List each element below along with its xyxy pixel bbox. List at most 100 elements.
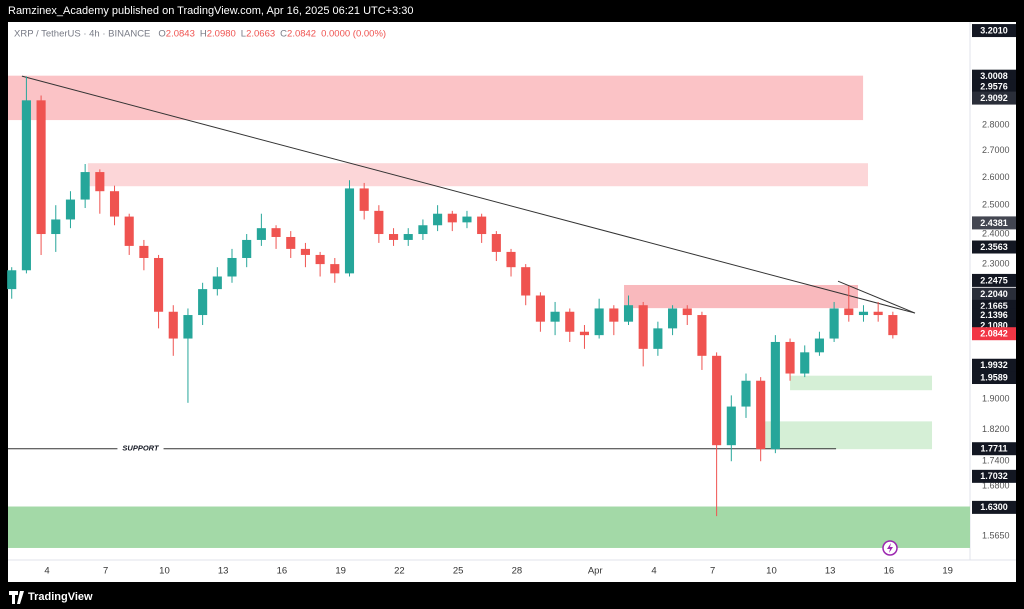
candle-body — [785, 341, 795, 374]
candle-body — [183, 315, 193, 339]
price-label-box — [972, 216, 1016, 230]
candle-body — [139, 245, 149, 258]
candle-body — [712, 355, 722, 446]
x-tick-label: 13 — [218, 566, 229, 577]
candle-body — [535, 295, 545, 322]
price-label: 2.4381 — [980, 218, 1008, 228]
candle-body — [447, 213, 457, 223]
price-label: 1.7032 — [980, 471, 1008, 481]
ohlc-label: L — [241, 29, 246, 40]
candle-body — [286, 236, 296, 249]
x-tick-label: 28 — [512, 566, 523, 577]
candle-body — [800, 352, 810, 374]
candle-body — [374, 210, 384, 235]
x-tick-label: 16 — [277, 566, 288, 577]
price-label: 1.6300 — [980, 502, 1008, 512]
y-tick-label: 2.3000 — [982, 258, 1010, 268]
price-label: 2.1396 — [980, 310, 1008, 320]
candle-body — [154, 257, 164, 312]
x-tick-label: 13 — [825, 566, 836, 577]
price-label-box — [972, 69, 1016, 83]
price-label-box — [972, 500, 1016, 514]
price-label-box — [972, 79, 1016, 93]
candle-body — [653, 328, 663, 349]
x-tick-label: 4 — [651, 566, 656, 577]
price-label: 1.7711 — [980, 444, 1007, 454]
ohlc-value: 2.0663 — [246, 29, 275, 40]
candle-body — [521, 267, 531, 296]
legend: XRP / TetherUS · 4h · BINANCE O 2.0843 H 2.… — [14, 29, 386, 40]
x-tick-label: 4 — [44, 566, 49, 577]
candle-body — [21, 100, 31, 271]
y-tick-label: 1.8200 — [982, 424, 1010, 434]
candle-body — [256, 228, 266, 240]
price-label: 2.2040 — [980, 289, 1008, 299]
candle-body — [858, 311, 869, 316]
candle-body — [433, 213, 443, 226]
candle-body — [212, 276, 222, 290]
candle-body — [594, 308, 604, 336]
symbol: XRP / TetherUS · 4h · BINANCE — [14, 29, 150, 40]
candle-body — [579, 331, 590, 336]
x-tick-label: 7 — [710, 566, 715, 577]
change: 0.0000 (0.00%) — [321, 29, 386, 40]
candle-body — [565, 311, 575, 332]
candle-body — [65, 199, 76, 220]
y-tick-label: 1.9000 — [982, 393, 1010, 403]
candle-body — [609, 308, 619, 322]
candle-body — [829, 308, 839, 339]
price-label: 2.1665 — [980, 301, 1008, 311]
candle-body — [873, 311, 883, 316]
x-tick-label: 19 — [942, 566, 953, 577]
y-tick-label: 1.6800 — [982, 480, 1010, 490]
candle-body — [682, 308, 692, 316]
candle-body — [124, 216, 134, 246]
candle-body — [638, 305, 648, 349]
candle-body — [95, 172, 105, 192]
price-label-box — [972, 287, 1016, 301]
candle-body — [227, 257, 237, 277]
price-label-box — [972, 273, 1016, 287]
candle-body — [271, 228, 281, 237]
candle-body — [741, 380, 751, 407]
ohlc-value: 2.0843 — [166, 29, 195, 40]
candle-body — [477, 216, 487, 235]
zone — [8, 75, 864, 121]
candle-body — [51, 219, 61, 235]
x-tick-label: 10 — [766, 566, 777, 577]
x-tick-label: 10 — [159, 566, 170, 577]
candle-body — [300, 248, 310, 255]
ohlc-label: O — [158, 29, 165, 40]
y-tick-label: 2.8000 — [982, 119, 1010, 129]
price-label-box — [972, 327, 1016, 341]
zone — [8, 506, 970, 548]
zone — [87, 163, 868, 187]
price-label-box — [972, 308, 1016, 322]
trend-line — [837, 280, 916, 314]
ohlc-value: 2.0980 — [207, 29, 236, 40]
price-label: 3.2010 — [980, 25, 1008, 35]
candle-body — [814, 338, 824, 353]
price-label: 2.3563 — [980, 242, 1008, 252]
candle-body — [330, 264, 340, 274]
candle-body — [7, 270, 17, 290]
price-label-box — [972, 358, 1016, 372]
trend-line — [21, 75, 916, 314]
candle-body — [668, 308, 678, 329]
footer-logo: TradingView — [9, 591, 93, 604]
candle-body — [344, 188, 355, 274]
candle-body — [388, 234, 399, 240]
ohlc-value: 2.0842 — [287, 29, 316, 40]
x-tick-label: Apr — [588, 566, 603, 577]
candle-body — [418, 225, 428, 235]
price-label-box — [972, 442, 1016, 456]
candle-body — [506, 251, 516, 268]
price-label-box — [972, 240, 1016, 254]
y-tick-label: 1.7400 — [982, 456, 1010, 466]
y-tick-label: 2.7000 — [982, 145, 1010, 155]
price-label: 1.9932 — [980, 360, 1008, 370]
zone — [624, 284, 858, 309]
x-tick-label: 22 — [394, 566, 405, 577]
